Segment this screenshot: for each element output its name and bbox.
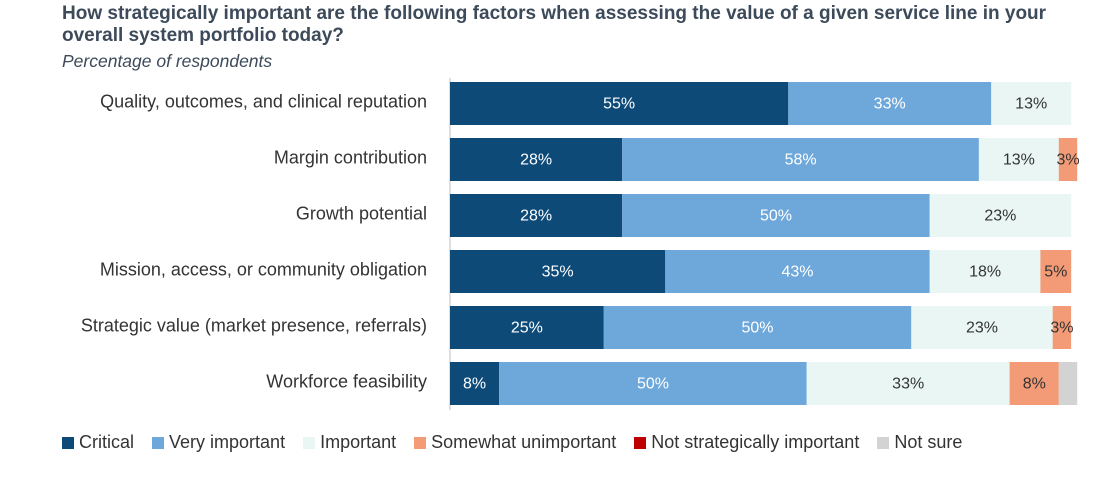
bar-important	[911, 306, 1053, 349]
data-label: 3%	[1057, 152, 1080, 169]
legend-item: Not sure	[877, 432, 962, 453]
bar-important	[978, 138, 1059, 181]
legend-label: Very important	[169, 432, 286, 452]
data-label: 13%	[1015, 96, 1047, 113]
category-label: Growth potential	[296, 203, 427, 223]
legend-swatch	[303, 436, 316, 449]
bar-critical	[450, 250, 666, 293]
bar-somewhat-unimportant	[1009, 362, 1059, 405]
bar-critical	[450, 194, 623, 237]
data-label: 55%	[603, 96, 635, 113]
data-label: 43%	[781, 264, 813, 281]
bar-very-important	[788, 82, 992, 125]
legend-swatch	[877, 436, 890, 449]
bar-important	[991, 82, 1072, 125]
legend-swatch	[62, 436, 74, 449]
legend-label: Important	[320, 432, 397, 452]
data-label: 50%	[741, 320, 773, 337]
bar-critical	[450, 362, 500, 405]
data-label: 58%	[785, 152, 817, 169]
data-label: 18%	[969, 264, 1001, 281]
chart-subtitle: Percentage of respondents	[62, 51, 273, 71]
category-label: Workforce feasibility	[266, 371, 427, 391]
data-label: 28%	[520, 208, 552, 225]
chart-legend: Critical Very important Important Somewhat …	[62, 432, 980, 453]
data-label: 3%	[1050, 320, 1073, 337]
category-label: Margin contribution	[274, 147, 427, 167]
bar-somewhat-unimportant	[1058, 138, 1078, 181]
data-label: 13%	[1003, 152, 1035, 169]
data-label: 50%	[760, 208, 792, 225]
legend-label: Not strategically important	[651, 432, 860, 452]
bar-critical	[450, 138, 623, 181]
bar-critical	[450, 82, 789, 125]
category-label: Strategic value (market presence, referr…	[81, 315, 427, 335]
legend-swatch	[634, 436, 647, 449]
legend-item: Critical	[62, 432, 134, 453]
data-label: 50%	[637, 376, 669, 393]
legend-label: Not sure	[894, 432, 963, 452]
data-label: 8%	[1023, 376, 1046, 393]
bar-somewhat-unimportant	[1040, 250, 1072, 293]
data-label: 35%	[542, 264, 574, 281]
legend-item: Important	[303, 432, 396, 453]
legend-swatch	[414, 436, 427, 449]
data-label: 23%	[984, 208, 1016, 225]
bar-important	[806, 362, 1010, 405]
bar-very-important	[622, 138, 979, 181]
category-label: Mission, access, or community obligation	[100, 259, 427, 279]
bar-very-important	[499, 362, 807, 405]
bar-important	[929, 250, 1041, 293]
data-label: 5%	[1044, 264, 1067, 281]
bar-very-important	[603, 306, 912, 349]
legend-item: Not strategically important	[634, 432, 859, 453]
bar-very-important	[622, 194, 930, 237]
bar-critical	[450, 306, 604, 349]
data-label: 33%	[892, 376, 924, 393]
data-label: 28%	[520, 152, 552, 169]
legend-item: Very important	[152, 432, 285, 453]
legend-item: Somewhat unimportant	[414, 432, 616, 453]
stacked-bar-chart: Quality, outcomes, and clinical reputati…	[81, 78, 1080, 410]
legend-swatch	[152, 436, 165, 449]
data-label: 8%	[463, 376, 486, 393]
data-label: 25%	[511, 320, 543, 337]
bar-important	[929, 194, 1072, 237]
bar-very-important	[665, 250, 930, 293]
legend-label: Somewhat unimportant	[431, 432, 617, 452]
data-label: 33%	[874, 96, 906, 113]
bar-somewhat-unimportant	[1052, 306, 1072, 349]
chart-title: How strategically important are the foll…	[62, 3, 1047, 46]
category-label: Quality, outcomes, and clinical reputati…	[100, 91, 427, 111]
bar-not-sure	[1058, 362, 1078, 405]
legend-label: Critical	[79, 432, 135, 452]
data-label: 23%	[966, 320, 998, 337]
